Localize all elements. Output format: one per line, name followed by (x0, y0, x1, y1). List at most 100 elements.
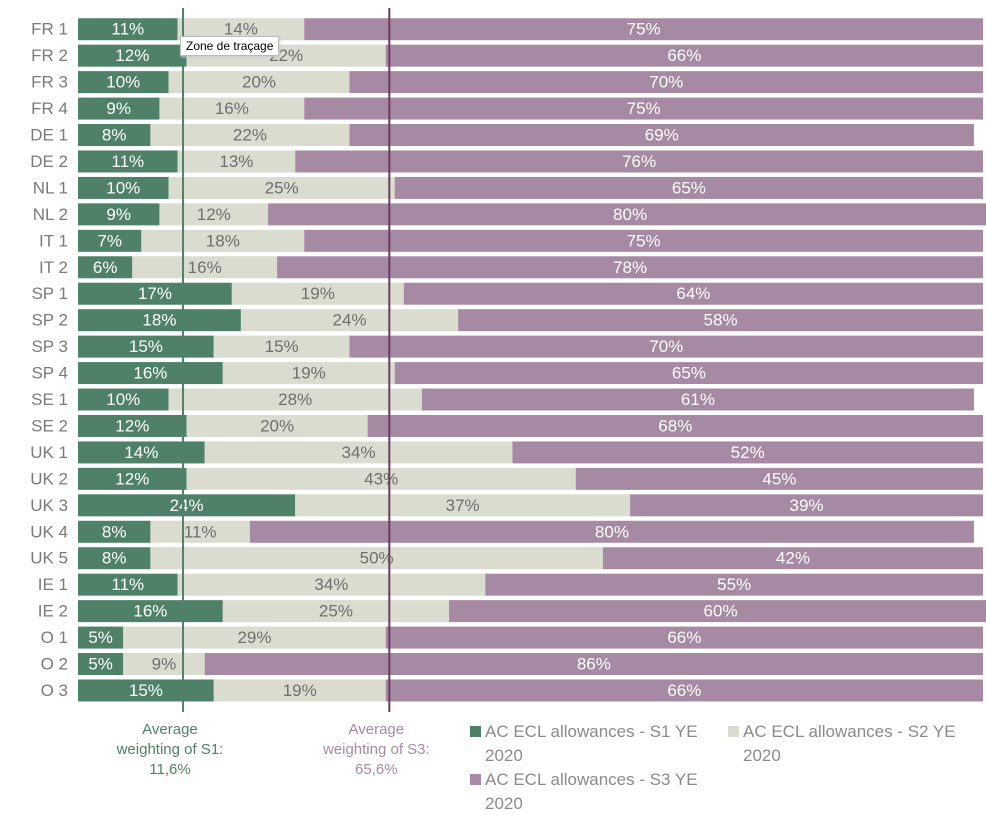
category-label: UK 4 (30, 522, 68, 541)
data-label: 86% (577, 655, 611, 674)
bar-segment (78, 335, 214, 358)
bar-segment (78, 626, 124, 649)
bar-segment (78, 203, 160, 226)
bar-segment (78, 414, 187, 437)
category-label: FR 3 (31, 73, 68, 92)
data-label: 16% (133, 602, 167, 621)
bar-segment (78, 441, 205, 464)
data-label: 66% (667, 46, 701, 65)
tooltip: Zone de traçage (180, 36, 280, 56)
bar-segment (295, 494, 631, 517)
bar-segment (78, 362, 223, 385)
bar-segment (277, 256, 984, 279)
data-label: 8% (102, 522, 127, 541)
data-label: 61% (681, 390, 715, 409)
bar-segment (295, 150, 983, 173)
data-label: 9% (106, 205, 131, 224)
bar-segment (403, 282, 983, 305)
legend-swatch (470, 726, 481, 737)
category-label: IT 2 (39, 258, 68, 277)
data-label: 7% (97, 231, 122, 250)
category-label: O 3 (41, 681, 68, 700)
data-label: 37% (446, 496, 480, 515)
bar-segment (512, 441, 983, 464)
data-label: 24% (170, 496, 204, 515)
bar-segment (159, 97, 305, 120)
data-label: 42% (776, 549, 810, 568)
annotation: Average weighting of S1: 11,6% (116, 721, 224, 778)
legend-swatch (470, 774, 481, 785)
data-label: 5% (88, 628, 113, 647)
data-label: 11% (184, 522, 217, 541)
bar-segment (421, 388, 974, 411)
category-label: NL 2 (33, 205, 68, 224)
data-label: 28% (278, 390, 312, 409)
data-label: 75% (627, 99, 661, 118)
data-label: 25% (319, 602, 353, 621)
data-label: 25% (265, 178, 299, 197)
bar-segment (213, 335, 350, 358)
annotation: Average weighting of S3: 65,6% (322, 721, 430, 778)
bar-segment (304, 229, 983, 252)
data-label: 58% (704, 311, 738, 330)
bar-segment (186, 414, 368, 437)
bar-segment (132, 256, 278, 279)
bar-segment (78, 97, 160, 120)
bar-segment (485, 573, 983, 596)
data-label: 70% (649, 73, 683, 92)
data-label: 10% (106, 178, 140, 197)
bar-segment (630, 494, 983, 517)
data-label: 8% (102, 549, 127, 568)
data-label: 5% (88, 655, 113, 674)
bar-segment (78, 653, 124, 676)
data-label: 20% (242, 73, 276, 92)
data-label: 70% (649, 337, 683, 356)
legend-label: AC ECL allowances - S2 YE 2020 (743, 722, 956, 765)
bar-segment (177, 573, 486, 596)
category-label: DE 1 (30, 126, 68, 145)
data-label: 15% (265, 337, 299, 356)
category-label: UK 2 (30, 469, 68, 488)
data-label: 75% (627, 231, 661, 250)
bar-segment (78, 600, 223, 623)
bar-segment (123, 626, 386, 649)
data-label: 29% (237, 628, 271, 647)
category-label: FR 2 (31, 46, 68, 65)
data-label: 50% (360, 549, 394, 568)
bar-segment (78, 150, 178, 173)
data-label: 15% (129, 337, 163, 356)
data-label: 13% (219, 152, 253, 171)
bar-segment (394, 362, 983, 385)
bar-segment (150, 520, 250, 543)
data-label: 80% (613, 205, 647, 224)
data-label: 12% (115, 46, 149, 65)
bar-segment (168, 71, 350, 94)
bar-segment (349, 71, 983, 94)
bar-segment (385, 679, 983, 702)
data-label: 60% (704, 602, 738, 621)
data-label: 68% (658, 416, 692, 435)
bar-segment (78, 309, 241, 332)
bar-segment (249, 520, 974, 543)
bar-segment (78, 494, 296, 517)
category-label: IE 2 (38, 602, 68, 621)
bar-segment (78, 124, 151, 147)
data-label: 15% (129, 681, 163, 700)
data-label: 75% (627, 20, 661, 39)
data-label: 10% (106, 390, 140, 409)
bar-segment (78, 18, 178, 41)
legend-swatch (728, 726, 739, 737)
bar-segment (186, 467, 576, 490)
data-label: 22% (233, 126, 267, 145)
bar-segment (78, 229, 142, 252)
data-label: 9% (152, 655, 177, 674)
data-label: 64% (676, 284, 710, 303)
bar-segment (78, 176, 169, 199)
legend-label: AC ECL allowances - S3 YE 2020 (485, 770, 698, 813)
category-label: NL 1 (33, 178, 68, 197)
bar-segment (213, 679, 386, 702)
bar-segment (394, 176, 983, 199)
legend-item: AC ECL allowances - S3 YE 2020 (470, 768, 728, 815)
bar-segment (177, 18, 305, 41)
